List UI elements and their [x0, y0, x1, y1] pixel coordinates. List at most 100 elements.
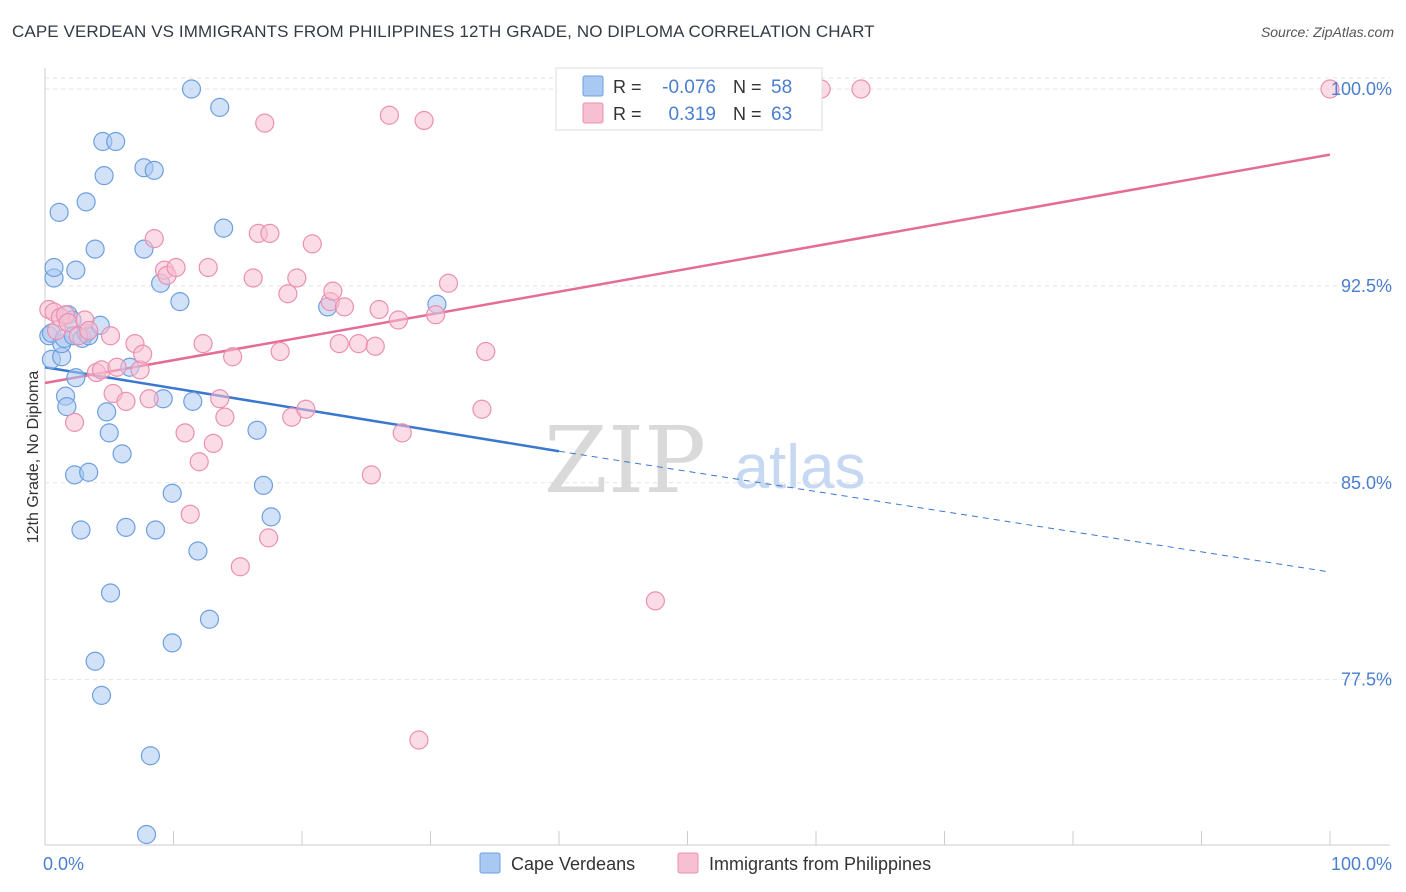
data-point-blue: [145, 520, 166, 540]
data-point-pink: [107, 357, 127, 377]
data-point-blue: [66, 368, 86, 388]
r-label: R =: [613, 104, 642, 124]
data-point-pink: [645, 591, 665, 611]
data-point-pink: [243, 268, 263, 288]
data-point-pink: [287, 268, 307, 288]
data-point-pink: [255, 113, 275, 133]
data-point-pink: [323, 281, 343, 301]
data-point-pink: [189, 452, 209, 472]
data-point-blue: [76, 192, 96, 212]
data-point-pink: [409, 730, 429, 750]
legend-label-philippines: Immigrants from Philippines: [709, 854, 931, 874]
chart-title: CAPE VERDEAN VS IMMIGRANTS FROM PHILIPPI…: [12, 22, 875, 41]
legend-swatch-cape-verdeans: [479, 852, 501, 874]
data-point-pink: [258, 528, 279, 548]
data-point-pink: [116, 391, 136, 411]
data-point-blue: [49, 202, 69, 222]
data-point-blue: [261, 507, 281, 527]
data-point-blue: [100, 583, 121, 603]
data-point-blue: [94, 166, 114, 186]
axes: [44, 68, 1390, 846]
y-tick-label: 85.0%: [1341, 473, 1392, 493]
y-tick-label: 77.5%: [1341, 670, 1392, 690]
trend-line-pink: [44, 153, 1331, 385]
data-point-pink: [193, 334, 213, 354]
data-point-blue: [44, 257, 64, 278]
data-point-pink: [379, 105, 399, 125]
y-tick-label: 92.5%: [1341, 276, 1392, 296]
legend-swatch-blue: [582, 75, 604, 97]
data-point-pink: [203, 433, 223, 453]
data-point-blue: [136, 824, 157, 845]
n-label: N =: [733, 77, 762, 97]
data-point-pink: [130, 360, 150, 380]
data-point-blue: [181, 79, 202, 99]
data-point-blue: [188, 541, 208, 561]
data-point-blue: [85, 651, 105, 671]
watermark-atlas: atlas: [735, 433, 866, 502]
data-point-pink: [180, 504, 200, 524]
data-point-blue: [106, 131, 126, 152]
data-point-pink: [329, 334, 349, 354]
data-point-pink: [166, 257, 186, 278]
data-point-blue: [170, 292, 190, 312]
watermark: ZIP atlas: [544, 407, 866, 514]
data-point-pink: [438, 273, 459, 293]
data-point-blue: [253, 475, 274, 495]
data-point-pink: [296, 399, 316, 419]
n-value-blue: 58: [771, 77, 792, 98]
data-point-pink: [334, 297, 355, 317]
watermark-zip: ZIP: [544, 407, 706, 514]
data-point-pink: [223, 347, 243, 367]
data-point-blue: [247, 420, 267, 440]
x-tick-labels: 0.0% 100.0%: [43, 854, 1392, 874]
data-point-pink: [369, 299, 389, 320]
gridlines: [45, 77, 1390, 681]
data-point-blue: [162, 633, 182, 653]
data-point-pink: [1320, 79, 1340, 99]
data-point-pink: [472, 399, 492, 419]
data-point-blue: [144, 160, 164, 180]
data-point-blue: [71, 520, 91, 540]
data-point-pink: [365, 336, 385, 356]
legend-swatch-philippines: [677, 852, 699, 874]
data-point-blue: [57, 397, 77, 417]
data-point-blue: [199, 609, 220, 629]
n-value-pink: 63: [771, 104, 792, 125]
data-point-pink: [361, 465, 381, 485]
data-point-blue: [116, 517, 136, 537]
y-axis-label: 12th Grade, No Diploma: [25, 371, 42, 544]
data-point-blue: [183, 391, 203, 411]
data-point-pink: [79, 320, 99, 341]
data-point-pink: [302, 234, 322, 254]
data-point-pink: [215, 407, 235, 427]
data-point-blue: [66, 260, 86, 280]
x-tick-label: 100.0%: [1331, 854, 1392, 874]
data-point-blue: [79, 462, 99, 482]
data-point-blue: [97, 402, 117, 422]
data-point-pink: [100, 326, 121, 346]
data-point-pink: [414, 110, 434, 131]
data-point-pink: [198, 257, 218, 278]
legend-label-cape-verdeans: Cape Verdeans: [511, 854, 635, 874]
data-point-pink: [133, 344, 153, 364]
data-point-pink: [388, 310, 408, 330]
data-point-pink: [175, 423, 195, 443]
n-label: N =: [733, 104, 762, 124]
data-point-pink: [348, 334, 369, 354]
data-point-pink: [210, 389, 230, 409]
r-value-pink: 0.319: [668, 104, 716, 125]
data-point-blue: [99, 423, 119, 443]
data-point-blue: [91, 685, 112, 705]
x-tick-label: 0.0%: [43, 854, 84, 874]
trend-line-extension-blue: [558, 450, 1331, 573]
data-point-blue: [140, 746, 160, 766]
data-point-pink: [278, 284, 298, 304]
data-point-pink: [260, 223, 280, 243]
data-point-pink: [139, 389, 159, 409]
data-point-pink: [851, 79, 871, 99]
data-point-blue: [162, 483, 182, 503]
data-point-pink: [64, 412, 85, 432]
legend-swatch-pink: [582, 102, 604, 124]
